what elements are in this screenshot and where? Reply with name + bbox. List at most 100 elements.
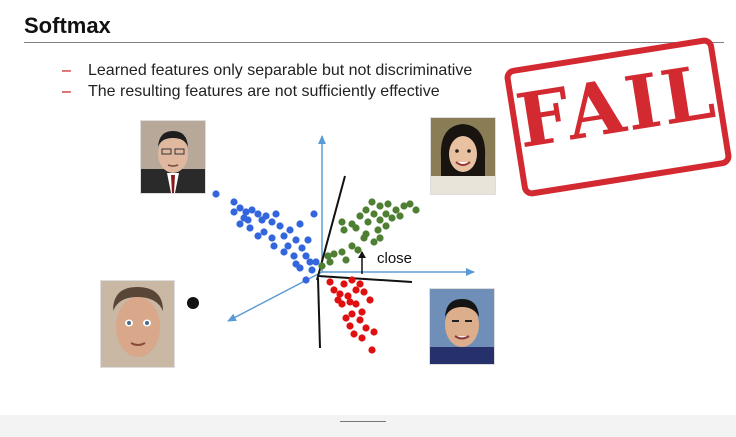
title-divider [24, 42, 724, 43]
feature-point [302, 252, 310, 260]
feature-point [292, 260, 300, 268]
bullet-text: The resulting features are not sufficien… [88, 82, 440, 100]
feature-point [360, 288, 368, 296]
feature-point [260, 228, 268, 236]
bullet-list: – Learned features only separable but no… [62, 60, 472, 102]
bullet-text: Learned features only separable but not … [88, 61, 473, 79]
feature-point [212, 190, 220, 198]
feature-point [366, 296, 374, 304]
feature-point [364, 218, 372, 226]
face-photo-icon [430, 117, 496, 195]
blue-cluster [212, 190, 320, 284]
feature-point [270, 242, 278, 250]
feature-point [246, 224, 254, 232]
feature-point [354, 246, 362, 254]
face-photo-icon [100, 280, 175, 368]
feature-point [376, 202, 384, 210]
feature-point [336, 290, 344, 298]
feature-point [236, 204, 244, 212]
feature-point [240, 214, 248, 222]
feature-point [350, 330, 358, 338]
feature-point [230, 198, 238, 206]
outlier-point [187, 297, 199, 309]
slide-title: Softmax [24, 13, 111, 38]
feature-point [308, 266, 316, 274]
feature-point [374, 226, 382, 234]
feature-point [230, 208, 238, 216]
feature-point [324, 252, 332, 260]
feature-point [356, 280, 364, 288]
feature-point [342, 314, 350, 322]
feature-point [382, 222, 390, 230]
feature-point [370, 328, 378, 336]
feature-point [254, 210, 262, 218]
feature-point [396, 212, 404, 220]
feature-point [406, 200, 414, 208]
feature-point [338, 218, 346, 226]
feature-point [312, 258, 320, 266]
feature-point [284, 242, 292, 250]
feature-point [290, 252, 298, 260]
bullet-dash: – [62, 82, 71, 100]
feature-point [346, 322, 354, 330]
feature-point [340, 280, 348, 288]
feature-point [388, 214, 396, 222]
feature-point [296, 220, 304, 228]
feature-point [326, 258, 334, 266]
feature-point [344, 292, 352, 300]
feature-point [276, 222, 284, 230]
feature-point [242, 208, 250, 216]
feature-point [306, 258, 314, 266]
green-cluster [318, 198, 420, 270]
feature-point [376, 216, 384, 224]
feature-point [268, 234, 276, 242]
feature-point [236, 220, 244, 228]
feature-point [348, 242, 356, 250]
feature-point [370, 238, 378, 246]
bullet-dash: – [62, 61, 71, 79]
feature-point [412, 206, 420, 214]
feature-point [280, 232, 288, 240]
feature-point [368, 346, 376, 354]
feature-point [292, 236, 300, 244]
feature-point [302, 276, 310, 284]
feature-point [334, 296, 342, 304]
feature-point [318, 262, 326, 270]
feature-point [338, 248, 346, 256]
feature-point [400, 202, 408, 210]
face-photo-icon [140, 120, 206, 194]
feature-point [272, 210, 280, 218]
face-photo-icon [429, 288, 495, 365]
red-cluster [326, 276, 378, 354]
feature-point [340, 226, 348, 234]
feature-point [348, 276, 356, 284]
feature-point [286, 226, 294, 234]
feature-point [382, 210, 390, 218]
feature-point [352, 286, 360, 294]
bullet-item: – Learned features only separable but no… [62, 60, 472, 81]
feature-point [298, 244, 306, 252]
feature-point [362, 324, 370, 332]
feature-point [352, 224, 360, 232]
feature-point [330, 286, 338, 294]
feature-point [326, 278, 334, 286]
feature-point [248, 206, 256, 214]
feature-point [268, 218, 276, 226]
feature-point [330, 250, 338, 258]
feature-point [352, 300, 360, 308]
footer-divider [340, 421, 386, 422]
feature-point [358, 308, 366, 316]
feature-point [384, 200, 392, 208]
feature-point [254, 232, 262, 240]
feature-point [342, 256, 350, 264]
feature-point [376, 234, 384, 242]
feature-point [370, 210, 378, 218]
feature-point [348, 310, 356, 318]
feature-point [362, 206, 370, 214]
slide-footer [0, 415, 736, 437]
feature-point [304, 236, 312, 244]
feature-point [346, 298, 354, 306]
bullet-item: – The resulting features are not suffici… [62, 81, 472, 102]
decision-boundary-3 [317, 275, 413, 283]
